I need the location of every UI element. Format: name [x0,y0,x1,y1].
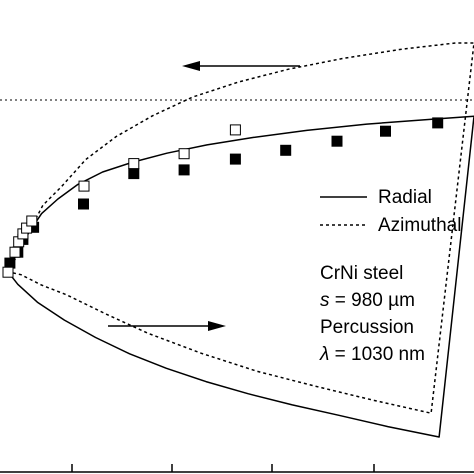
legend-label-azimuthal: Azimuthal [378,215,461,236]
x-axis-ticks [71,464,375,472]
annotation-mode: Percussion [320,317,414,338]
legend-label-radial: Radial [378,187,432,208]
arrow-layer [108,61,300,331]
open-square-point [9,246,21,258]
marker-layer [2,117,444,278]
filled-square-point [280,144,292,156]
filled-square-point [380,125,391,137]
filled-square-point [229,153,241,165]
arrow-left-head [182,61,200,71]
annotation-block: CrNi steel s = 980 µm Percussion λ = 103… [319,263,425,365]
open-square-point [78,180,90,192]
open-square-point [2,266,14,278]
filled-square-point [331,135,343,147]
open-square-point [26,215,38,227]
curve-layer [7,42,474,438]
filled-square-point [432,117,444,129]
arrow-right-head [208,321,226,331]
open-square-point [128,158,140,170]
annotation-wavelength: λ = 1030 nm [319,344,425,365]
annotation-thickness: s = 980 µm [320,290,415,311]
legend: Radial Azimuthal [320,187,461,236]
open-square-point [178,148,190,160]
series-line-azimuthal [7,42,474,414]
series-line-radial [7,115,474,438]
filled-square-point [128,168,140,180]
open-square-point [229,124,241,136]
filled-square-point [178,164,190,176]
annotation-material: CrNi steel [320,263,403,284]
filled-square-point [78,198,89,210]
filled-square-point [4,257,16,269]
